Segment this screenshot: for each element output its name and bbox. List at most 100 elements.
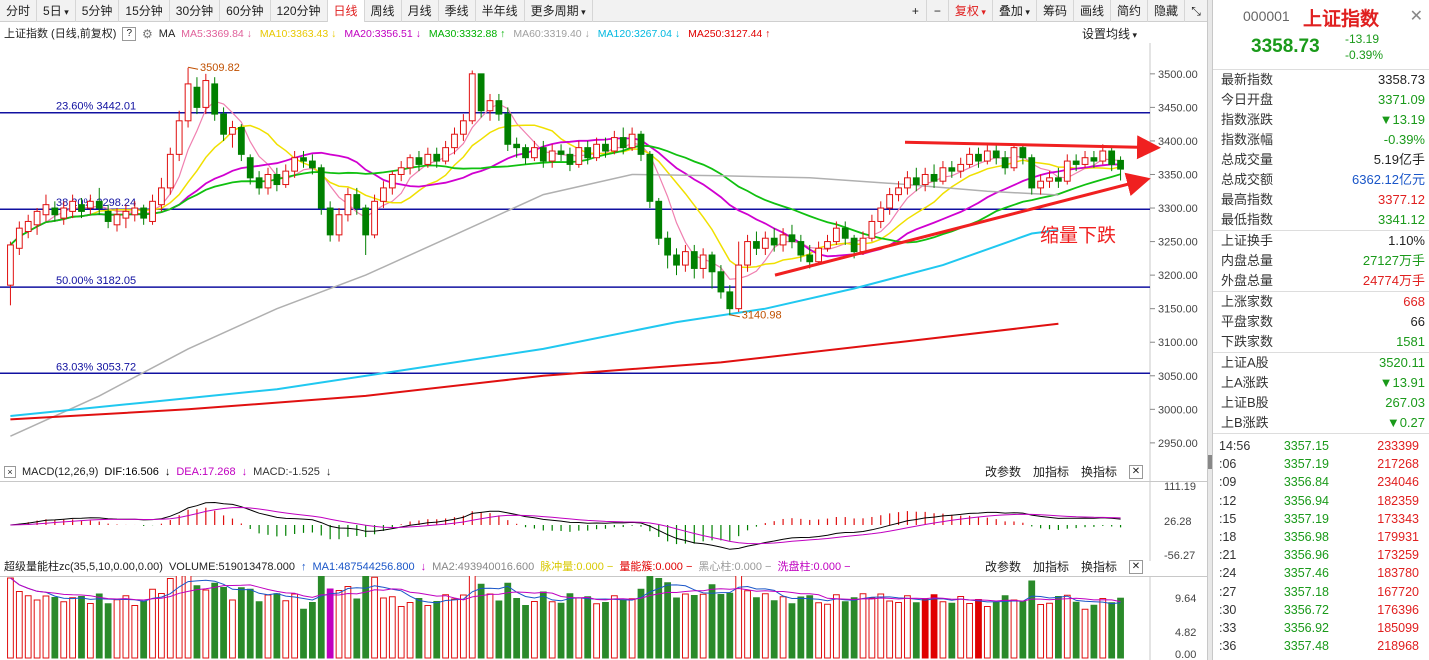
- price-axis-label-10: 3000.00: [1158, 404, 1198, 416]
- collapse-handle[interactable]: [1208, 455, 1212, 469]
- macd-chart[interactable]: 111.19 26.28 -56.27: [0, 481, 1207, 561]
- toolbar-button-6[interactable]: 简约: [1111, 0, 1148, 22]
- period-tab-4[interactable]: 30分钟: [170, 0, 221, 22]
- period-tab-11[interactable]: 半年线: [476, 0, 525, 22]
- close-icon[interactable]: ✕: [1129, 465, 1143, 479]
- candle-body-29: [264, 173, 272, 189]
- period-tab-5[interactable]: 60分钟: [220, 0, 271, 22]
- volume-bar-23: [211, 582, 219, 659]
- period-tab-12[interactable]: 更多周期 ▾: [525, 0, 593, 22]
- volume-bar-124: [1108, 602, 1116, 659]
- volume-bar-69: [619, 599, 627, 659]
- tick-time: :27: [1219, 584, 1237, 599]
- tick-row[interactable]: :06 3357.19 217268: [1213, 455, 1429, 473]
- tick-row[interactable]: 14:56 3357.15 233399: [1213, 437, 1429, 455]
- candle-body-82: [735, 264, 743, 310]
- volume-axis-label-0: 9.64: [1175, 593, 1196, 605]
- vol-btn-2[interactable]: 换指标: [1080, 560, 1117, 574]
- tick-volume: 173259: [1377, 548, 1419, 563]
- volume-bar-114: [1019, 601, 1027, 659]
- stat-value: 267.03: [1385, 395, 1425, 410]
- candle-body-60: [539, 147, 547, 162]
- toolbar-button-1[interactable]: −: [927, 0, 949, 22]
- period-tab-2[interactable]: 5分钟: [76, 0, 120, 22]
- tick-row[interactable]: :30 3356.72 176396: [1213, 601, 1429, 619]
- candle-body-13: [122, 210, 130, 219]
- period-tab-10[interactable]: 季线: [439, 0, 476, 22]
- dea-line: [10, 506, 1121, 545]
- toolbar-button-0[interactable]: +: [905, 0, 927, 22]
- macd-legend: × MACD(12,26,9) DIF:16.506 ↓ DEA:17.268 …: [4, 463, 331, 481]
- tick-volume: 218968: [1377, 639, 1419, 654]
- ma60-line: [10, 173, 1059, 437]
- period-tab-0[interactable]: 分时: [0, 0, 38, 22]
- volume-bar-17: [158, 593, 165, 659]
- tick-row[interactable]: :12 3356.94 182359: [1213, 492, 1429, 510]
- candle-body-99: [886, 194, 894, 209]
- chart-title: 上证指数 (日线,前复权): [4, 28, 117, 40]
- help-button[interactable]: ?: [122, 27, 137, 41]
- volume-bar-60: [539, 591, 547, 659]
- tick-row[interactable]: :27 3357.18 167720: [1213, 583, 1429, 601]
- tick-row[interactable]: :15 3357.19 173343: [1213, 510, 1429, 528]
- volume-bar-3: [33, 599, 41, 659]
- period-tab-7[interactable]: 日线: [327, 0, 365, 22]
- toolbar-button-4[interactable]: 筹码: [1037, 0, 1074, 22]
- tick-row[interactable]: :33 3356.92 185099: [1213, 619, 1429, 637]
- volume-bar-44: [397, 606, 405, 659]
- vol-btn-1[interactable]: 加指标: [1032, 560, 1069, 574]
- dea-arrow-icon: ↓: [241, 466, 248, 478]
- close-icon[interactable]: ✕: [1129, 560, 1143, 574]
- tick-list[interactable]: 14:56 3357.15 233399:06 3357.19 217268:09 335…: [1213, 434, 1429, 655]
- tick-row[interactable]: :21 3356.96 173259: [1213, 546, 1429, 564]
- candlestick-chart[interactable]: 3500.00 3450.00 3400.00 3350.00 3300.00 3250.…: [0, 43, 1207, 483]
- tick-row[interactable]: :09 3356.84 234046: [1213, 473, 1429, 491]
- tick-volume: 183780: [1377, 566, 1419, 581]
- macd-btn-0[interactable]: 改参数: [984, 465, 1021, 479]
- expand-icon[interactable]: ⤡: [1191, 4, 1201, 18]
- close-panel-icon[interactable]: ✕: [1409, 8, 1423, 25]
- volume-bar-71: [637, 588, 645, 659]
- candle-body-74: [664, 237, 672, 256]
- vol-btn-0[interactable]: 改参数: [984, 560, 1021, 574]
- candle-body-93: [832, 227, 840, 243]
- stat-row: 总成交额 6362.12亿元: [1213, 170, 1429, 190]
- volume-bar-77: [690, 595, 698, 659]
- macd-dif: DIF:16.506: [104, 466, 159, 478]
- ma-settings-button[interactable]: 设置均线 ▾: [1081, 27, 1137, 41]
- candle-body-90: [806, 254, 814, 263]
- period-tab-9[interactable]: 月线: [402, 0, 439, 22]
- volume-bar-105: [939, 601, 947, 659]
- tick-row[interactable]: :24 3357.46 183780: [1213, 564, 1429, 582]
- candle-body-24: [220, 113, 227, 135]
- candle-body-6: [60, 207, 68, 219]
- volume-bar-90: [806, 595, 814, 659]
- period-tab-3[interactable]: 15分钟: [119, 0, 170, 22]
- volume-bar-46: [415, 598, 423, 659]
- toolbar-button-5[interactable]: 画线: [1074, 0, 1111, 22]
- toolbar-button-2[interactable]: 复权 ▾: [949, 0, 993, 22]
- close-icon[interactable]: ×: [4, 466, 16, 478]
- toolbar-button-7[interactable]: 隐藏: [1148, 0, 1185, 22]
- tick-price: 3356.72: [1283, 602, 1329, 617]
- period-tab-6[interactable]: 120分钟: [271, 0, 328, 22]
- tick-row[interactable]: :18 3356.98 179931: [1213, 528, 1429, 546]
- volume-bar-53: [477, 583, 485, 659]
- candle-body-66: [593, 143, 600, 159]
- low-annotation: 3140.98: [742, 310, 782, 322]
- volume-chart[interactable]: 9.64 4.82 0.00: [0, 576, 1207, 660]
- ma2-arrow-icon: ↓: [420, 561, 427, 573]
- tick-volume: 234046: [1377, 475, 1419, 490]
- macd-btn-2[interactable]: 换指标: [1080, 465, 1117, 479]
- macd-btn-1[interactable]: 加指标: [1032, 465, 1069, 479]
- tick-row[interactable]: :36 3357.48 218968: [1213, 637, 1429, 655]
- gear-icon[interactable]: ⚙: [142, 27, 153, 41]
- toolbar-button-3[interactable]: 叠加 ▾: [993, 0, 1037, 22]
- panel-divider[interactable]: [1207, 0, 1213, 660]
- period-tab-8[interactable]: 周线: [365, 0, 402, 22]
- tick-price: 3357.15: [1283, 439, 1329, 453]
- period-tab-1[interactable]: 5日 ▾: [37, 0, 76, 22]
- candle-body-70: [628, 133, 636, 149]
- volume-bar-120: [1072, 601, 1080, 659]
- volume-bar-45: [406, 602, 414, 659]
